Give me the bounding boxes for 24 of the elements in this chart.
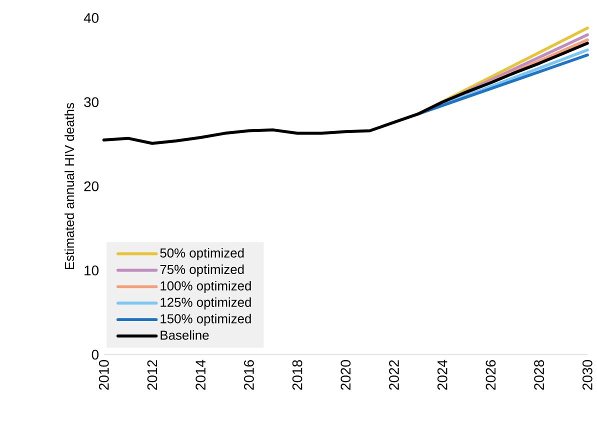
legend-label: 100% optimized	[160, 281, 251, 294]
y-tick-label: 0	[92, 350, 99, 360]
x-tick-label: 2020	[340, 360, 351, 390]
x-tick-label: 2010	[98, 360, 109, 390]
x-tick-label: 2014	[196, 360, 206, 390]
line-series	[102, 42, 589, 146]
y-tick-label: 30	[84, 97, 99, 108]
x-tick-label: 2024	[437, 360, 448, 390]
x-tick-label: 2026	[486, 360, 496, 390]
y-tick-label: 40	[84, 13, 99, 24]
legend-label: 125% optimized	[160, 298, 251, 310]
x-tick-label: 2022	[389, 360, 399, 390]
legend-label: 50% optimized	[160, 248, 244, 260]
x-tick-label: 2016	[244, 360, 254, 390]
y-tick-label: 20	[84, 182, 99, 192]
x-tick-label: 2028	[534, 360, 544, 390]
x-tick-label: 2018	[292, 360, 302, 390]
y-axis-title: Estimated annual HIV deaths	[64, 103, 74, 270]
legend-label: Baseline	[160, 330, 209, 340]
y-tick-label: 10	[84, 266, 99, 276]
legend-label: 75% optimized	[160, 264, 244, 277]
x-tick-label: 2030	[582, 360, 592, 390]
x-tick-label: 2012	[147, 360, 158, 390]
legend-label: 150% optimized	[160, 314, 251, 326]
